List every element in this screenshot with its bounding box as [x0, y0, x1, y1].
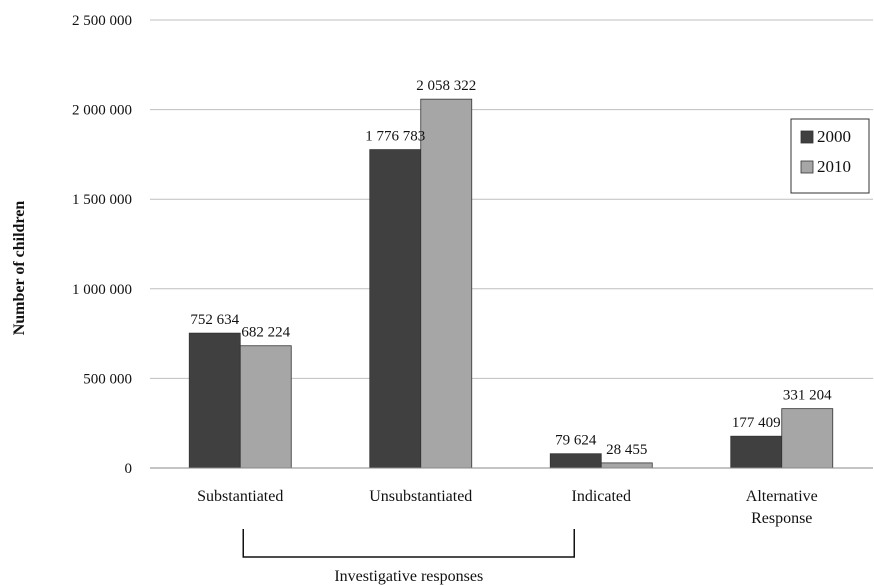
gridlines: [150, 19, 873, 379]
bar-2010-0: [239, 345, 292, 469]
bars: [188, 98, 834, 469]
legend-swatch-2000: [800, 130, 814, 144]
y-tick-label: 500 000: [83, 371, 132, 387]
data-label: 28 455: [606, 442, 647, 458]
y-axis-ticks: 0 500 000 1 000 000 1 500 000 2 000 000 2 500…: [72, 13, 132, 477]
y-tick-label: 0: [125, 461, 133, 477]
category-label: Response: [751, 510, 812, 527]
legend: 2000 2010: [790, 118, 870, 194]
bracket-label: Investigative responses: [334, 568, 483, 585]
bracket-line: [242, 529, 575, 558]
bar-2000-0: [188, 332, 241, 469]
data-label: 682 224: [241, 325, 290, 341]
category-label: Alternative: [746, 488, 818, 505]
bar-2010-2: [600, 462, 653, 469]
category-label: Indicated: [571, 488, 631, 505]
category-labels: Substantiated Unsubstantiated Indicated Alt…: [197, 488, 818, 527]
y-tick-label: 2 000 000: [72, 103, 132, 119]
y-tick-label: 1 500 000: [72, 192, 132, 208]
bar-2010-1: [420, 98, 473, 469]
data-label: 177 409: [732, 415, 781, 431]
data-label: 2 058 322: [416, 78, 476, 94]
data-label: 1 776 783: [365, 129, 425, 145]
bar-2000-2: [549, 453, 602, 469]
data-label: 752 634: [190, 312, 239, 328]
investigative-bracket: Investigative responses: [242, 529, 575, 585]
data-label: 79 624: [555, 433, 597, 449]
y-tick-label: 2 500 000: [72, 13, 132, 29]
category-label: Unsubstantiated: [369, 488, 472, 505]
legend-swatch-2010: [800, 160, 814, 174]
bar-2000-1: [369, 149, 422, 469]
y-tick-label: 1 000 000: [72, 282, 132, 298]
legend-label: 2010: [817, 157, 851, 176]
y-axis-label: Number of children: [11, 201, 28, 336]
bar-2010-3: [781, 408, 834, 469]
category-label: Substantiated: [197, 488, 283, 505]
legend-label: 2000: [817, 127, 851, 146]
data-label: 331 204: [783, 388, 832, 404]
bar-2000-3: [730, 435, 783, 469]
